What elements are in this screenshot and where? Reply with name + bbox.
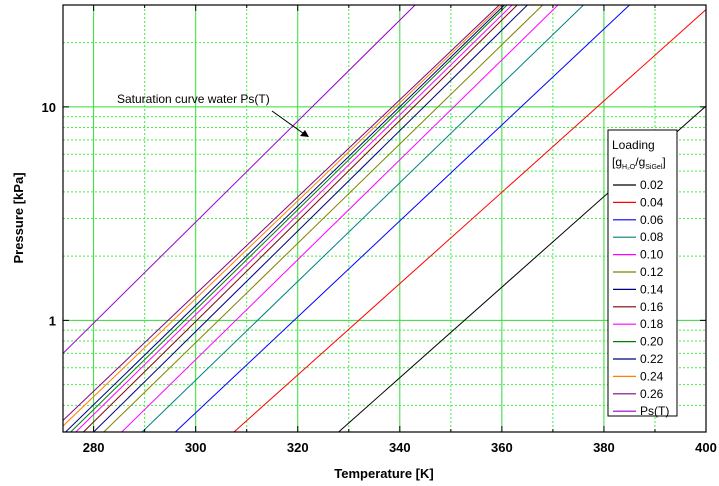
series-line-0-10	[121, 5, 559, 432]
legend-title: Loading	[612, 138, 655, 152]
saturation-annotation: Saturation curve water Ps(T)	[117, 92, 309, 137]
legend-label: 0.22	[640, 352, 664, 366]
x-tick-label: 340	[389, 440, 411, 455]
series-line-0-22	[65, 5, 505, 432]
series-line-0-16	[83, 5, 518, 432]
series-line-0-08	[141, 5, 584, 432]
series-line-0-24	[63, 5, 503, 427]
x-tick-label: 300	[185, 440, 207, 455]
legend-label: 0.24	[640, 369, 664, 383]
series-line-0-18	[75, 5, 513, 432]
legend-label: 0.08	[640, 230, 664, 244]
series-line-ps-t-	[63, 5, 416, 354]
legend-label: 0.18	[640, 317, 664, 331]
series-line-0-14	[93, 5, 528, 432]
series-lines	[63, 5, 706, 432]
axis-ticks: 280 300 320 340 360 380 400 1 10	[42, 5, 717, 455]
y-axis-label: Pressure [kPa]	[11, 172, 26, 263]
series-line-0-06	[174, 5, 630, 432]
x-tick-label: 280	[83, 440, 105, 455]
annotation-text: Saturation curve water Ps(T)	[117, 92, 270, 106]
legend-entries: 0.02 0.04 0.06 0.08 0.10 0.12 0.14 0.16 0.18 0.20…	[613, 178, 669, 418]
y-tick-label: 10	[42, 100, 56, 115]
legend-label: 0.04	[640, 195, 664, 209]
legend-label: 0.14	[640, 282, 664, 296]
legend-label: 0.10	[640, 248, 664, 262]
series-line-0-12	[103, 5, 544, 432]
series-line-0-04	[233, 8, 706, 432]
legend: Loading [gH₂O/gSiGel] 0.020.040.060.080.…	[607, 129, 678, 418]
plot-frame	[62, 4, 707, 433]
legend-label: 0.26	[640, 387, 664, 401]
x-tick-label: 360	[491, 440, 513, 455]
legend-label: 0.20	[640, 335, 664, 349]
x-tick-label: 400	[695, 440, 717, 455]
legend-label: Ps(T)	[640, 404, 669, 418]
annotation-arrowhead	[300, 130, 309, 137]
x-tick-label: 320	[287, 440, 309, 455]
series-line-0-26	[63, 5, 500, 421]
legend-label: 0.02	[640, 178, 664, 192]
annotation-arrow	[271, 110, 308, 137]
legend-label: 0.16	[640, 300, 664, 314]
legend-label: 0.06	[640, 213, 664, 227]
x-tick-label: 380	[593, 440, 615, 455]
x-axis-label: Temperature [K]	[334, 466, 433, 481]
legend-unit: [gH₂O/gSiGel]	[612, 155, 666, 171]
series-line-0-20	[70, 5, 508, 432]
legend-box	[607, 129, 678, 417]
y-tick-label: 1	[49, 313, 56, 328]
legend-label: 0.12	[640, 265, 664, 279]
